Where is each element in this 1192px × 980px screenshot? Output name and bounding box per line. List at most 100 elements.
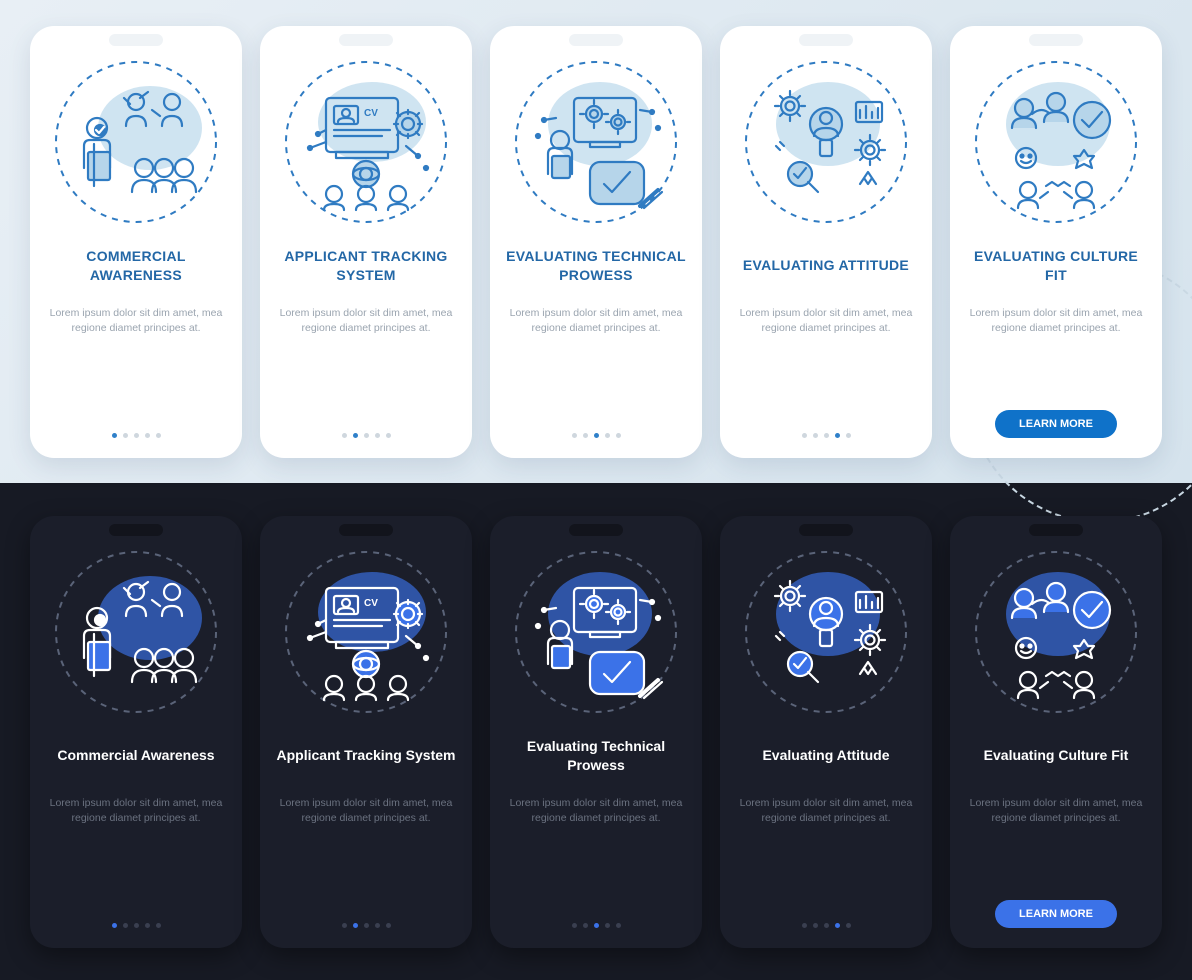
technical-prowess-icon xyxy=(512,548,680,716)
dot-inactive[interactable] xyxy=(846,433,851,438)
dot-inactive[interactable] xyxy=(583,433,588,438)
dot-inactive[interactable] xyxy=(813,923,818,928)
dot-inactive[interactable] xyxy=(342,923,347,928)
onboarding-card-4: Evaluating Culture Fit Lorem ipsum dolor … xyxy=(950,516,1162,948)
phone-notch xyxy=(109,34,163,46)
commercial-awareness-icon xyxy=(52,58,220,226)
dot-active[interactable] xyxy=(594,923,599,928)
card-title: EVALUATING TECHNICAL PROWESS xyxy=(506,240,686,292)
dark-theme-row: Commercial Awareness Lorem ipsum dolor si… xyxy=(0,483,1192,980)
card-title: COMMERCIAL AWARENESS xyxy=(46,240,226,292)
card-title: Evaluating Culture Fit xyxy=(984,730,1129,782)
dot-inactive[interactable] xyxy=(605,433,610,438)
dot-inactive[interactable] xyxy=(134,433,139,438)
dot-inactive[interactable] xyxy=(802,923,807,928)
dot-inactive[interactable] xyxy=(342,433,347,438)
card-title: EVALUATING ATTITUDE xyxy=(743,240,909,292)
dot-inactive[interactable] xyxy=(616,923,621,928)
dot-active[interactable] xyxy=(112,433,117,438)
commercial-awareness-icon xyxy=(52,548,220,716)
dot-inactive[interactable] xyxy=(616,433,621,438)
learn-more-button[interactable]: LEARN MORE xyxy=(995,410,1117,438)
card-title: Evaluating Attitude xyxy=(762,730,889,782)
onboarding-card-2: EVALUATING TECHNICAL PROWESS Lorem ipsum … xyxy=(490,26,702,458)
dot-inactive[interactable] xyxy=(134,923,139,928)
onboarding-card-3: EVALUATING ATTITUDE Lorem ipsum dolor sit… xyxy=(720,26,932,458)
pagination-dots xyxy=(572,923,621,928)
dot-inactive[interactable] xyxy=(156,923,161,928)
dot-inactive[interactable] xyxy=(145,923,150,928)
dot-inactive[interactable] xyxy=(824,433,829,438)
dot-inactive[interactable] xyxy=(375,433,380,438)
card-title: Applicant Tracking System xyxy=(277,730,456,782)
phone-notch xyxy=(1029,34,1083,46)
card-body: Lorem ipsum dolor sit dim amet, mea regi… xyxy=(276,306,456,336)
card-body: Lorem ipsum dolor sit dim amet, mea regi… xyxy=(506,306,686,336)
card-body: Lorem ipsum dolor sit dim amet, mea regi… xyxy=(46,306,226,336)
onboarding-card-0: Commercial AwarenessLorem ipsum dolor si… xyxy=(30,516,242,948)
pagination-dots xyxy=(802,433,851,438)
onboarding-card-0: COMMERCIAL AWARENESS Lorem ipsum dolor si… xyxy=(30,26,242,458)
card-title: Commercial Awareness xyxy=(57,730,214,782)
dot-active[interactable] xyxy=(594,433,599,438)
dot-inactive[interactable] xyxy=(145,433,150,438)
culture-fit-icon xyxy=(972,58,1140,226)
dot-inactive[interactable] xyxy=(802,433,807,438)
pagination-dots xyxy=(572,433,621,438)
dot-inactive[interactable] xyxy=(364,923,369,928)
dot-inactive[interactable] xyxy=(386,923,391,928)
dot-inactive[interactable] xyxy=(364,433,369,438)
pagination-dots xyxy=(112,923,161,928)
dot-active[interactable] xyxy=(835,923,840,928)
dot-inactive[interactable] xyxy=(824,923,829,928)
phone-notch xyxy=(569,524,623,536)
dot-active[interactable] xyxy=(353,923,358,928)
phone-notch xyxy=(799,34,853,46)
evaluating-attitude-icon xyxy=(742,58,910,226)
card-title: APPLICANT TRACKING SYSTEM xyxy=(276,240,456,292)
onboarding-card-1: CV APPLICANT TRACKING SYSTEM Lorem ipsum … xyxy=(260,26,472,458)
dot-active[interactable] xyxy=(112,923,117,928)
dot-inactive[interactable] xyxy=(123,433,128,438)
pagination-dots xyxy=(342,433,391,438)
culture-fit-icon xyxy=(972,548,1140,716)
card-body: Lorem ipsum dolor sit dim amet, mea regi… xyxy=(966,796,1146,826)
onboarding-card-1: CV Applicant Tracking System Lorem ipsum … xyxy=(260,516,472,948)
light-theme-row: COMMERCIAL AWARENESS Lorem ipsum dolor si… xyxy=(0,0,1192,483)
card-body: Lorem ipsum dolor sit dim amet, mea regi… xyxy=(276,796,456,826)
card-body: Lorem ipsum dolor sit dim amet, mea regi… xyxy=(736,306,916,336)
dot-inactive[interactable] xyxy=(572,433,577,438)
dot-active[interactable] xyxy=(835,433,840,438)
applicant-tracking-icon: CV xyxy=(282,548,450,716)
onboarding-card-4: EVALUATING CULTURE FITLorem ipsum dolor … xyxy=(950,26,1162,458)
svg-text:CV: CV xyxy=(364,108,378,119)
pagination-dots xyxy=(112,433,161,438)
evaluating-attitude-icon xyxy=(742,548,910,716)
card-body: Lorem ipsum dolor sit dim amet, mea regi… xyxy=(506,796,686,826)
applicant-tracking-icon: CV xyxy=(282,58,450,226)
dot-inactive[interactable] xyxy=(813,433,818,438)
dot-inactive[interactable] xyxy=(123,923,128,928)
phone-notch xyxy=(109,524,163,536)
phone-notch xyxy=(569,34,623,46)
onboarding-card-3: Evaluating Attitude Lorem ipsum dolor sit… xyxy=(720,516,932,948)
phone-notch xyxy=(339,524,393,536)
dot-inactive[interactable] xyxy=(605,923,610,928)
onboarding-card-2: Evaluating Technical Prowess Lorem ipsum … xyxy=(490,516,702,948)
phone-notch xyxy=(339,34,393,46)
phone-notch xyxy=(799,524,853,536)
dot-inactive[interactable] xyxy=(386,433,391,438)
dot-inactive[interactable] xyxy=(583,923,588,928)
learn-more-button[interactable]: LEARN MORE xyxy=(995,900,1117,928)
dot-inactive[interactable] xyxy=(572,923,577,928)
dot-inactive[interactable] xyxy=(156,433,161,438)
dot-inactive[interactable] xyxy=(846,923,851,928)
dot-inactive[interactable] xyxy=(375,923,380,928)
pagination-dots xyxy=(802,923,851,928)
pagination-dots xyxy=(342,923,391,928)
card-body: Lorem ipsum dolor sit dim amet, mea regi… xyxy=(736,796,916,826)
dot-active[interactable] xyxy=(353,433,358,438)
svg-text:CV: CV xyxy=(364,598,378,609)
card-title: Evaluating Technical Prowess xyxy=(506,730,686,782)
card-body: Lorem ipsum dolor sit dim amet, mea regi… xyxy=(966,306,1146,336)
